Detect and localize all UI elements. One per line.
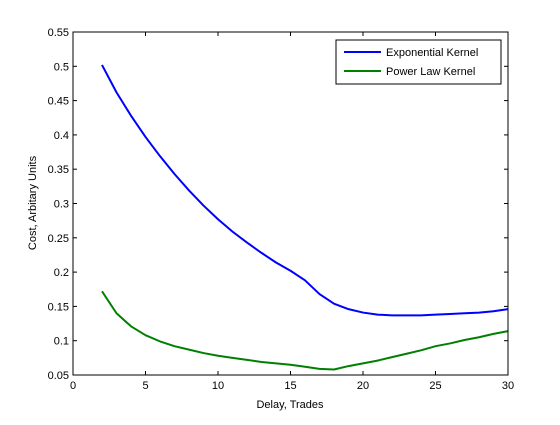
y-tick-label: 0.1 [54, 336, 69, 348]
y-tick-label: 0.45 [48, 96, 69, 108]
y-tick-label: 0.3 [54, 199, 69, 211]
x-tick-label: 0 [70, 380, 76, 392]
y-tick-label: 0.35 [48, 164, 69, 176]
x-axis-label: Delay, Trades [256, 399, 324, 411]
x-tick-label: 30 [502, 380, 514, 392]
ticks-layer: 0 5 10 15 20 25 30 0.05 0.1 0.15 0.2 0.25 0.3 0.35 0.4… [48, 27, 515, 392]
series-layer [101, 64, 509, 371]
y-tick-label: 0.15 [48, 301, 69, 313]
x-tick-label: 5 [142, 380, 148, 392]
y-tick-label: 0.55 [48, 27, 69, 39]
legend-box [335, 39, 502, 85]
legend-label-power-law-kernel: Power Law Kernel [386, 66, 475, 78]
series-line-exponential-kernel [101, 64, 509, 317]
y-tick-label: 0.2 [54, 267, 69, 279]
y-tick-label: 0.25 [48, 233, 69, 245]
x-tick-label: 25 [429, 380, 441, 392]
x-tick-label: 15 [284, 380, 296, 392]
x-tick-label: 10 [212, 380, 224, 392]
legend: Exponential Kernel Power Law Kernel [335, 39, 502, 85]
y-tick-label: 0.5 [54, 61, 69, 73]
y-tick-label: 0.05 [48, 370, 69, 382]
plot-area [73, 32, 508, 375]
x-tick-label: 20 [357, 380, 369, 392]
series-line-power-law-kernel [101, 290, 509, 371]
y-axis-label: Cost, Arbitary Units [27, 155, 39, 250]
y-tick-label: 0.4 [54, 130, 69, 142]
legend-label-exponential-kernel: Exponential Kernel [386, 47, 478, 59]
